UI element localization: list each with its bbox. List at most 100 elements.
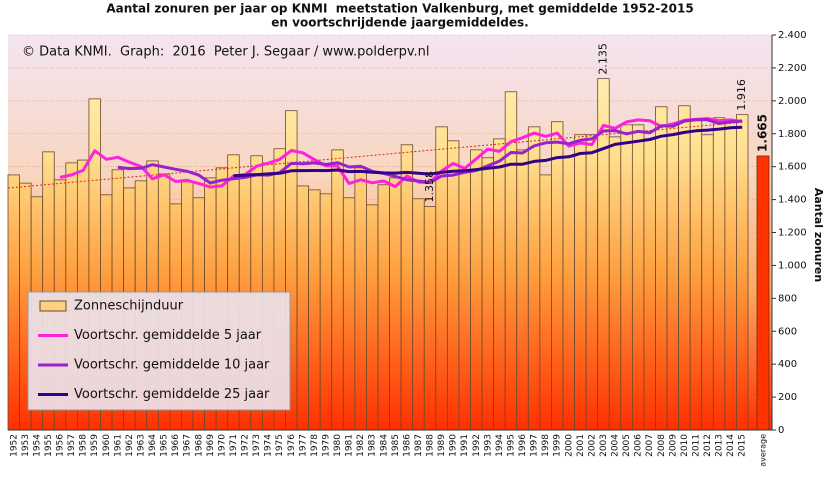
moving-average-line: [59, 117, 743, 189]
bar: [724, 120, 737, 431]
moving-average-line: [233, 125, 743, 178]
x-tick-label: 1957: [67, 434, 77, 457]
value-label: 1.358: [423, 171, 436, 203]
bar: [631, 124, 645, 431]
x-tick-label: 1969: [206, 434, 216, 457]
x-tick-label: 1998: [541, 434, 551, 457]
chart-title: Aantal zonuren per jaar op KNMI meetstat…: [106, 2, 693, 16]
x-tick-label: 1954: [32, 434, 42, 457]
legend-label: Voortschr. gemiddelde 10 jaar: [74, 358, 270, 373]
x-tick-label: 2010: [680, 434, 690, 457]
bar: [446, 140, 460, 431]
bar: [678, 105, 691, 431]
value-label: 2.135: [596, 43, 609, 75]
x-tick-label: 2001: [576, 434, 586, 457]
x-tick-label: 1961: [113, 434, 123, 457]
bar: [296, 185, 310, 431]
x-tick-label: 1963: [136, 434, 146, 457]
x-tick-label: 1964: [148, 434, 158, 457]
bar: [701, 134, 714, 431]
x-tick-label: 2009: [668, 434, 678, 457]
legend-label: Zonneschijnduur: [74, 299, 184, 314]
bar: [539, 174, 552, 431]
x-tick-label: 1988: [426, 434, 436, 457]
average-bar: [756, 155, 770, 431]
x-tick-label: 1992: [472, 434, 482, 457]
y-axis-label: Aantal zonuren: [812, 188, 825, 282]
x-tick-label: 1960: [102, 434, 112, 457]
bar: [481, 157, 495, 431]
bar: [516, 149, 529, 431]
credit: © Data KNMI. Graph: 2016 Peter J. Segaar…: [22, 45, 430, 60]
y-tick-label: 800: [778, 293, 797, 304]
moving-average-line: [117, 118, 743, 185]
bar: [342, 197, 356, 431]
bar: [400, 144, 414, 431]
bar: [562, 156, 575, 431]
y-tick-label: 1.400: [778, 195, 807, 206]
x-tick-label: 1955: [44, 434, 54, 457]
x-tick-label: 2013: [715, 434, 725, 457]
bar: [377, 184, 390, 431]
x-tick-label: 2014: [726, 434, 736, 457]
y-tick-label: 2.000: [778, 96, 807, 107]
bar: [308, 189, 321, 431]
x-tick-label: 1962: [125, 434, 135, 457]
y-tick-label: 1.800: [778, 129, 807, 140]
x-tick-label: 1958: [79, 434, 89, 457]
legend-swatch: [39, 300, 67, 312]
bar: [458, 169, 471, 431]
x-tick-label: 1995: [506, 434, 516, 457]
x-tick-label: 2008: [657, 434, 667, 457]
x-tick-label: 1990: [449, 434, 459, 457]
x-tick-label: 1977: [298, 434, 308, 457]
value-label: 1.916: [735, 79, 748, 111]
x-tick-label: average: [759, 434, 768, 467]
x-tick-label: 2005: [622, 434, 632, 457]
x-tick-label: 2002: [587, 434, 597, 457]
x-tick-label: 1984: [379, 434, 389, 457]
bar: [655, 106, 668, 431]
y-tick-label: 400: [778, 359, 797, 370]
bar: [493, 138, 506, 431]
bar: [412, 198, 425, 431]
x-tick-label: 1956: [56, 434, 66, 457]
x-tick-label: 1987: [414, 434, 424, 457]
y-tick-label: 1.000: [778, 260, 807, 271]
x-tick-label: 1965: [160, 434, 170, 457]
bar: [423, 206, 437, 431]
bar: [620, 124, 633, 431]
x-tick-label: 1985: [391, 434, 401, 457]
legend-label: Voortschr. gemiddelde 25 jaar: [74, 387, 270, 402]
x-tick-label: 1983: [368, 434, 378, 457]
y-tick-label: 2.400: [778, 30, 807, 41]
average-value-label: 1.665: [756, 114, 770, 152]
x-tick-label: 1970: [217, 434, 227, 457]
y-tick-label: 1.600: [778, 162, 807, 173]
bar: [389, 177, 402, 431]
x-tick-label: 1979: [321, 434, 331, 457]
bar: [470, 149, 483, 431]
bar: [366, 204, 379, 431]
x-tick-label: 2007: [645, 434, 655, 457]
bar: [712, 117, 726, 431]
x-tick-label: 1989: [437, 434, 447, 457]
chart-subtitle: en voortschrijdende jaargemiddeldes.: [271, 16, 528, 30]
x-tick-label: 2006: [634, 434, 644, 457]
x-tick-label: 1982: [356, 434, 366, 457]
x-tick-label: 1999: [553, 434, 563, 457]
x-tick-label: 1974: [264, 434, 274, 457]
bar: [585, 134, 599, 431]
x-tick-label: 1953: [21, 434, 31, 457]
legend-label: Voortschr. gemiddelde 5 jaar: [74, 328, 262, 343]
bar: [7, 174, 20, 431]
x-tick-label: 1996: [518, 434, 528, 457]
bar: [574, 134, 587, 431]
y-tick-label: 2.200: [778, 63, 807, 74]
legend-box: [27, 291, 291, 411]
x-tick-label: 2011: [691, 434, 701, 457]
y-tick-label: 0: [778, 425, 784, 436]
x-tick-label: 1971: [229, 434, 239, 457]
x-tick-label: 1993: [483, 434, 493, 457]
x-tick-label: 1986: [402, 434, 412, 457]
